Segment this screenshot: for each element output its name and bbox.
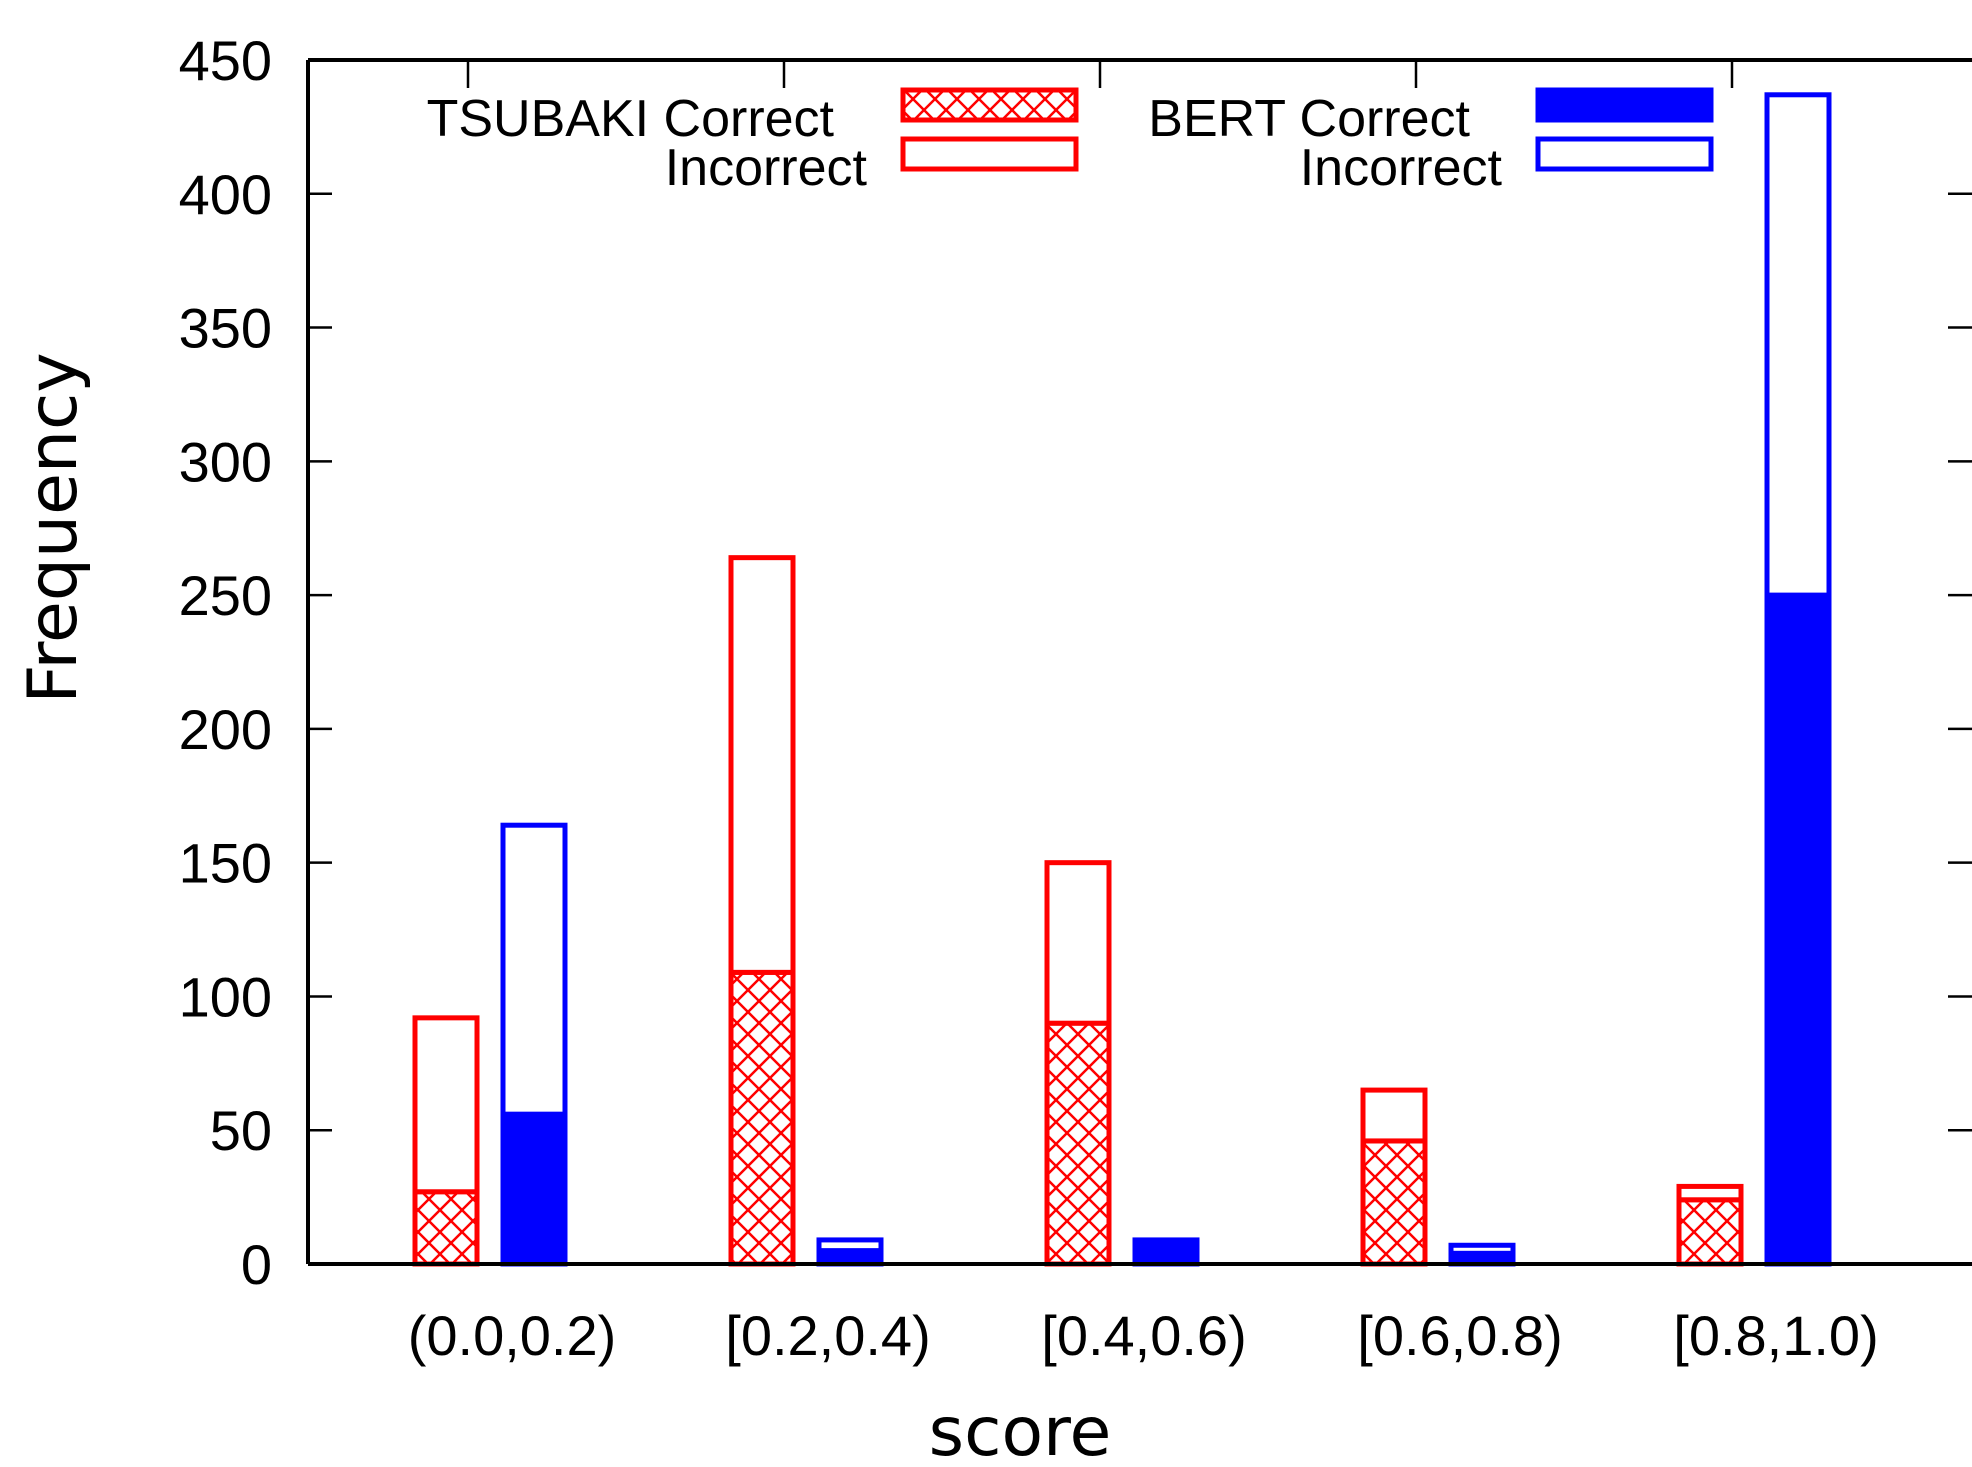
- bar-bert-correct: [500, 1111, 568, 1267]
- bar-tsubaki-incorrect: [1360, 1087, 1428, 1144]
- bar-tsubaki-incorrect: [1044, 860, 1112, 1026]
- y-tick-label: 400: [179, 163, 272, 226]
- y-tick-label: 300: [179, 430, 272, 493]
- bar-tsubaki-correct: [1044, 1020, 1112, 1267]
- legend-swatch: [900, 87, 1079, 123]
- legend-swatch: [900, 136, 1079, 172]
- bar-bert-incorrect: [1764, 92, 1832, 598]
- x-tick-label: [0.8,1.0): [1673, 1304, 1878, 1367]
- x-tick-label: [0.2,0.4): [725, 1304, 930, 1367]
- legend-label: BERT Correct: [1148, 90, 1470, 148]
- y-tick-label: 50: [210, 1099, 272, 1162]
- bar-tsubaki-correct: [1676, 1197, 1744, 1267]
- bar-bert-incorrect: [1132, 1237, 1200, 1246]
- bar-bert-incorrect: [816, 1237, 884, 1254]
- x-axis-title: score: [929, 1393, 1112, 1467]
- y-tick-label: 200: [179, 698, 272, 761]
- y-tick-label: 350: [179, 297, 272, 360]
- bars: [412, 92, 1832, 1267]
- legend-swatch: [1535, 87, 1714, 123]
- legend-label: Incorrect: [1300, 139, 1503, 197]
- bar-tsubaki-incorrect: [412, 1015, 480, 1195]
- legend-swatch: [1535, 136, 1714, 172]
- x-tick-label: (0.0,0.2): [408, 1304, 617, 1367]
- bar-tsubaki-correct: [1360, 1138, 1428, 1267]
- bar-bert-incorrect: [1448, 1242, 1516, 1256]
- bar-tsubaki-incorrect: [728, 555, 796, 975]
- y-tick-label: 150: [179, 832, 272, 895]
- legend-label: TSUBAKI Correct: [427, 90, 835, 148]
- y-axis-title: Frequency: [14, 352, 93, 703]
- x-tick-label: [0.4,0.6): [1041, 1304, 1246, 1367]
- x-tick-label: [0.6,0.8): [1357, 1304, 1562, 1367]
- bar-tsubaki-correct: [728, 969, 796, 1267]
- bar-tsubaki-incorrect: [1676, 1183, 1744, 1203]
- legend-label: Incorrect: [665, 139, 868, 197]
- bar-bert-incorrect: [500, 822, 568, 1117]
- y-tick-label: 100: [179, 965, 272, 1028]
- bar-tsubaki-correct: [412, 1189, 480, 1267]
- y-tick-label: 0: [241, 1233, 272, 1296]
- bar-bert-correct: [1764, 592, 1832, 1267]
- bar-bert-correct: [1132, 1240, 1200, 1267]
- y-tick-label: 450: [179, 29, 272, 92]
- axes: 0 50 100 150 200 250 300 350 400 450 (0.0,0.2) [0.2…: [179, 29, 1972, 1367]
- y-tick-label: 250: [179, 564, 272, 627]
